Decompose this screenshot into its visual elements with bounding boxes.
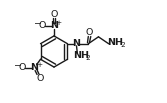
Text: −: − xyxy=(34,18,42,27)
Text: NH: NH xyxy=(108,38,124,47)
Text: N: N xyxy=(30,63,38,72)
Text: N: N xyxy=(72,39,80,48)
Text: −: − xyxy=(14,60,22,69)
Text: O: O xyxy=(36,74,44,83)
Text: O: O xyxy=(38,21,46,30)
Text: N: N xyxy=(50,21,58,30)
Text: O: O xyxy=(50,10,58,19)
Text: NH: NH xyxy=(73,51,89,60)
Text: 2: 2 xyxy=(85,55,90,61)
Text: +: + xyxy=(55,20,62,26)
Text: O: O xyxy=(19,63,26,72)
Text: O: O xyxy=(86,28,93,37)
Text: 2: 2 xyxy=(120,42,125,48)
Text: +: + xyxy=(36,62,42,68)
